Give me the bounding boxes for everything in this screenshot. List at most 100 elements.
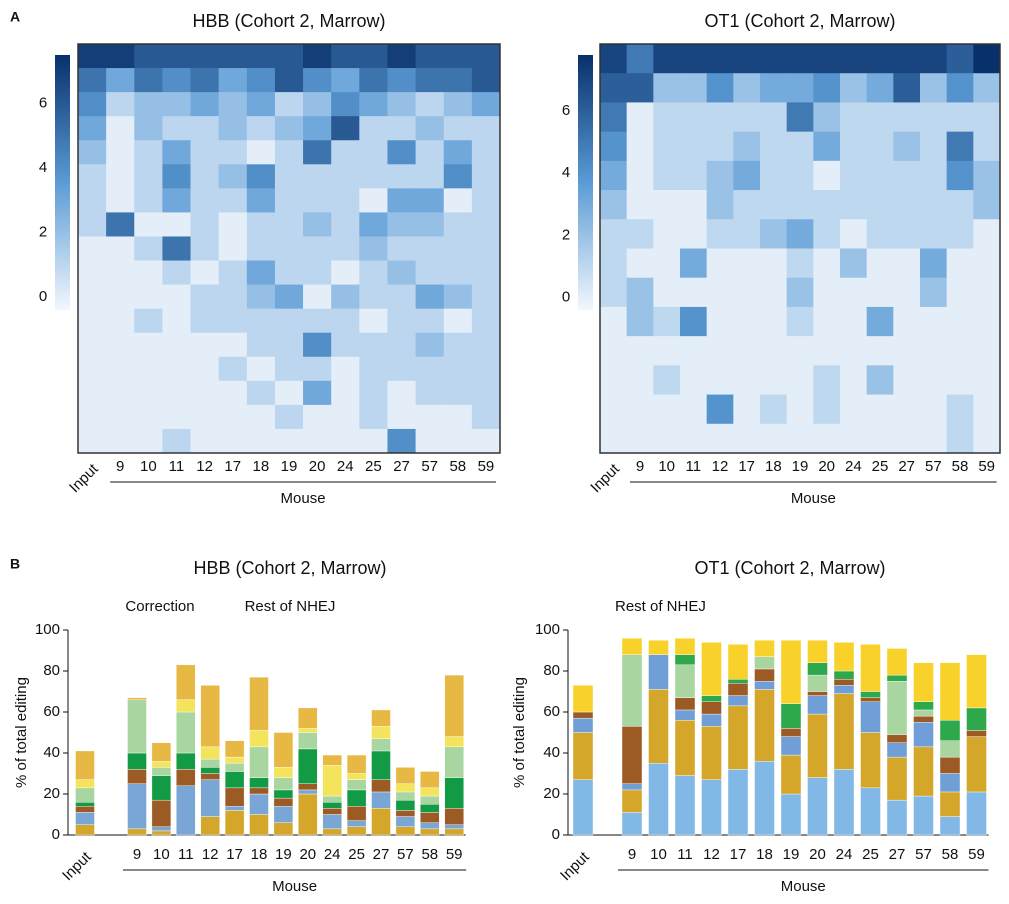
heatmap-cell [813,131,841,162]
heatmap-cell [246,380,276,406]
bar-segment [420,771,440,789]
bar-segment [322,802,342,809]
x-tick-label: 25 [872,458,889,475]
heatmap-cell [653,73,681,103]
heatmap-cell [303,308,332,334]
heatmap-cell [331,188,360,213]
bar-segment [807,662,828,676]
bar-segment [780,728,802,737]
heatmap-cell [331,404,360,430]
heatmap-cell [359,44,388,69]
bar-segment [200,685,220,748]
bar-segment [701,642,722,696]
heatmap-cell [626,190,654,220]
heatmap-cell [893,219,921,249]
heatmap-cell [471,236,501,262]
heatmap-cell [733,365,761,396]
heatmap-cell [331,44,360,69]
heatmap-cell [680,365,708,396]
heatmap-cell [106,236,135,262]
heatmap-cell [893,102,921,133]
bar-segment [572,717,594,733]
annotation: Correction [125,598,194,615]
heatmap-cell [246,140,276,165]
x-tick-label: 20 [299,846,316,863]
heatmap-cell [946,44,974,74]
heatmap-cell [387,68,417,93]
heatmap-cell [162,380,192,406]
heatmap-cell [443,284,473,310]
heatmap-cell [415,404,445,430]
y-axis-label: % of total editing [511,677,528,788]
colorbar [578,55,593,310]
heatmap-cell [359,140,388,165]
heatmap-cell [274,260,304,286]
heatmap-cell [274,44,304,69]
bar-segment [444,824,464,830]
heatmap-cell [946,131,974,162]
heatmap-cell [893,248,921,279]
heatmap-cell [331,140,360,165]
x-tick-label: 24 [836,846,853,863]
bar-segment [780,736,802,756]
bar-segment [224,771,245,789]
heatmap-cell [706,102,734,133]
heatmap-cell [415,116,445,141]
x-tick-label: 20 [809,846,826,863]
heatmap-cell [387,92,417,117]
heatmap-cell [653,131,681,162]
heatmap-cell [733,219,761,249]
bar-segment [420,787,440,797]
bar-segment [860,691,881,698]
bar-segment [371,738,391,752]
y-tick-label: 60 [543,703,560,720]
colorbar-tick-label: 4 [39,159,47,176]
heatmap-cell [813,423,841,454]
heatmap-cell [760,160,788,191]
heatmap-cell [303,188,332,213]
bar-segment [151,767,172,776]
heatmap-cell [162,428,192,454]
bar-segment [807,674,828,692]
heatmap-cell [218,236,248,262]
heatmap-cell [733,336,761,366]
bar-segment [701,779,722,836]
heatmap-cell [893,160,921,191]
bar-segment [754,640,775,657]
x-tick-label: 59 [446,846,463,863]
x-tick-label: Input [587,460,623,496]
heatmap-cell [866,160,894,191]
heatmap-cell [218,44,248,69]
heatmap-cell [920,44,948,74]
heatmap-cell [78,260,107,286]
y-axis-label: % of total editing [13,677,30,788]
heatmap-cell [813,160,841,191]
heatmap-cell [246,308,276,334]
bar-segment [395,783,416,793]
y-tick-label: 100 [35,621,60,638]
heatmap-cell [387,284,417,310]
bar-segment [200,779,220,817]
heatmap-cell [443,380,473,406]
bar-segment [420,812,440,823]
bar-segment [371,726,391,739]
heatmap-cell [78,428,107,454]
heatmap-cell [893,44,921,74]
heatmap-cell [680,219,708,249]
heatmap-cell [786,423,814,454]
heatmap-cell [840,336,868,366]
bar-segment [727,683,749,696]
heatmap-cell [162,92,192,117]
heatmap-cell [190,116,220,141]
chart-title: HBB (Cohort 2, Marrow) [193,558,386,578]
bar-segment [572,711,594,719]
bar-segment [395,767,416,784]
heatmap-cell [443,356,473,382]
bar-segment [966,736,987,793]
heatmap-cell [973,190,1001,220]
heatmap-cell [359,116,388,141]
bar-segment [966,791,987,836]
bar-segment [273,789,294,799]
heatmap-cell [786,336,814,366]
